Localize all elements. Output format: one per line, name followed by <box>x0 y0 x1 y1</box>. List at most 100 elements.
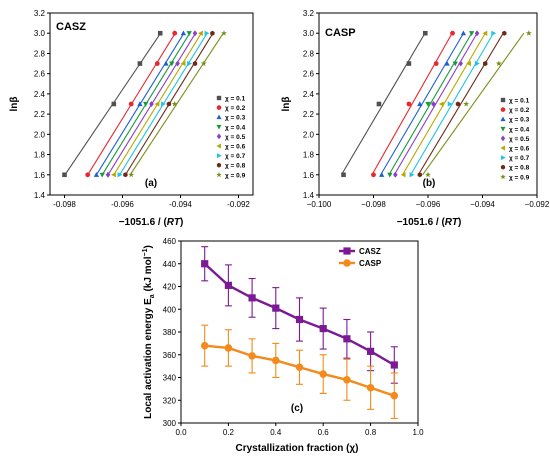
panel-a-casz: -0.098 -0.096 -0.094 -0.092 1.4 1.6 1.8 2.0 2.2 2… <box>9 9 254 228</box>
x-tick-label: −0.096 <box>416 200 441 209</box>
data-point <box>166 101 172 107</box>
data-point <box>406 61 412 66</box>
data-point <box>463 100 470 107</box>
data-point <box>295 315 304 324</box>
panel-b-legend: χ = 0.1 χ = 0.2 χ = 0.3 χ = 0.4 χ = 0.5 χ = 0… <box>500 98 530 181</box>
legend-marker <box>500 126 506 132</box>
y-tick-label: 340 <box>163 374 177 383</box>
xlabel-suffix: ) <box>458 217 461 228</box>
panel-c-ylabel-sup: −1 <box>142 248 149 256</box>
y-tick-label: 1.6 <box>303 171 315 180</box>
panel-a-data <box>62 30 227 178</box>
panel-b-casp: −0.100 −0.098 −0.096 −0.094 −0.092 1.4 1.6 1.8 2… <box>281 9 550 228</box>
y-tick-label: 1.4 <box>303 191 315 200</box>
data-point <box>154 101 160 107</box>
data-point <box>455 101 461 107</box>
data-point <box>161 101 166 107</box>
data-point <box>210 30 215 36</box>
data-point <box>272 304 280 312</box>
data-point <box>221 30 227 36</box>
panel-a-legend: χ = 0.1 χ = 0.2 χ = 0.3 χ = 0.4 χ = 0.5 χ = 0… <box>216 95 246 179</box>
legend-marker <box>216 162 222 168</box>
data-point <box>409 172 415 178</box>
x-tick-label: -0.098 <box>53 200 76 209</box>
data-point <box>204 30 210 36</box>
legend-label: χ = 0.5 <box>509 136 530 143</box>
data-point <box>180 30 187 36</box>
data-point <box>128 171 135 178</box>
y-tick-label: 320 <box>163 396 177 405</box>
legend-marker <box>216 95 222 101</box>
data-point <box>341 172 346 178</box>
panel-c-ylabel-unit: (kJ mol <box>143 256 154 294</box>
data-point <box>175 60 180 67</box>
data-point <box>425 101 431 107</box>
panel-c-axes: 0.0 0.2 0.4 0.6 0.8 1.0 300 320 340 360 380 400 420 4… <box>163 237 424 437</box>
xlabel-prefix: −1051.6 / ( <box>119 217 168 228</box>
data-point <box>200 60 207 67</box>
fit-line <box>380 32 464 176</box>
data-point <box>143 101 149 107</box>
x-tick-label: −0.094 <box>470 200 495 209</box>
xlabel-rt: RT <box>445 217 459 228</box>
legend-label: χ = 0.7 <box>225 153 246 160</box>
x-tick-label: 1.0 <box>412 428 424 437</box>
data-point <box>123 172 128 178</box>
data-point <box>474 60 480 67</box>
data-point <box>433 61 439 66</box>
panel-c-activation-energy: 0.0 0.2 0.4 0.6 0.8 1.0 300 320 340 360 380 400 420 4… <box>142 237 424 454</box>
data-point <box>180 60 186 67</box>
data-point <box>137 61 143 66</box>
data-point <box>169 61 175 67</box>
data-point <box>460 30 467 36</box>
data-point <box>192 30 198 37</box>
legend-label: χ = 0.2 <box>509 107 530 114</box>
y-tick-label: 300 <box>163 419 177 428</box>
data-point <box>171 100 178 107</box>
y-tick-label: 380 <box>163 328 177 337</box>
data-point <box>224 344 233 352</box>
data-point <box>495 60 502 67</box>
x-tick-label: 0.8 <box>365 428 377 437</box>
legend-label: χ = 0.8 <box>225 163 246 170</box>
legend-marker <box>216 114 222 120</box>
y-tick-label: 2.0 <box>34 130 46 139</box>
fit-line <box>388 32 473 176</box>
data-point <box>390 391 399 400</box>
data-point <box>452 61 458 67</box>
panel-c-legend: CASZ CASP <box>339 247 382 268</box>
y-tick-label: 3.2 <box>303 9 315 18</box>
y-tick-label: 2.2 <box>303 110 315 119</box>
panel-a-letter: (a) <box>145 178 157 189</box>
fit-line <box>422 32 525 176</box>
legend-label: χ = 0.3 <box>225 115 246 122</box>
panel-c-ylabel-sub: a <box>149 294 156 298</box>
x-tick-label: -0.096 <box>111 200 134 209</box>
x-tick-label: -0.094 <box>169 200 192 209</box>
x-tick-label: 0.0 <box>175 428 187 437</box>
data-point <box>201 260 209 268</box>
data-point <box>198 30 203 36</box>
y-tick-label: 400 <box>163 305 177 314</box>
x-tick-label: −0.098 <box>361 200 386 209</box>
legend-marker <box>500 164 506 170</box>
y-tick-label: 2.4 <box>303 90 315 99</box>
panel-c-xlabel: Crystallization fraction (χ) <box>236 443 359 454</box>
legend-label: χ = 0.3 <box>509 117 530 124</box>
x-tick-label: 0.4 <box>270 428 282 437</box>
data-point <box>367 347 375 355</box>
data-point <box>149 101 154 107</box>
panel-c-ylabel-main: Local activation energy E <box>143 298 154 419</box>
legend-label: χ = 0.6 <box>225 144 246 151</box>
legend-marker <box>500 116 506 122</box>
legend-label: χ = 0.4 <box>225 124 246 131</box>
data-point <box>85 172 91 178</box>
data-point <box>502 30 507 36</box>
legend-label: CASP <box>359 259 382 268</box>
panel-a-ylabel: lnβ <box>9 97 20 112</box>
y-tick-label: 2.8 <box>303 49 315 58</box>
legend-marker <box>343 247 351 255</box>
legend-label: χ = 0.9 <box>509 174 530 181</box>
data-point <box>387 172 393 178</box>
legend-marker <box>343 259 351 267</box>
